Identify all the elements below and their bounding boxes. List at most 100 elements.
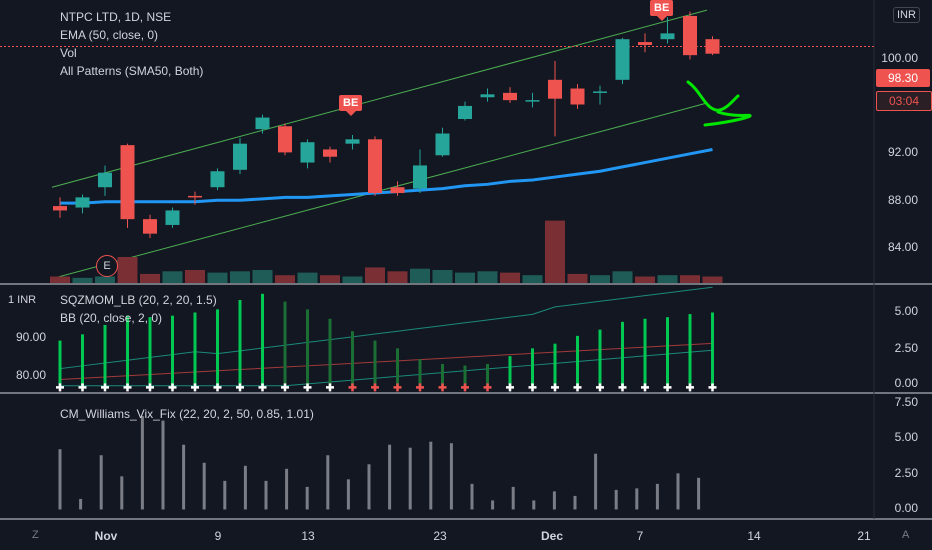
auto-scale-button[interactable]: A [902, 529, 910, 541]
vix-fix-bar [655, 483, 659, 510]
x-tick-13: 13 [301, 529, 315, 543]
vix-fix-bar [346, 479, 350, 510]
volume-bar [365, 267, 385, 283]
sqz-cross-marker [438, 383, 447, 392]
volume-bar [500, 272, 520, 283]
patterns-legend[interactable]: All Patterns (SMA50, Both) [60, 64, 204, 78]
vix-fix-bar [552, 491, 556, 510]
candle-body [660, 33, 675, 40]
candle-body [413, 165, 427, 189]
price-tick-92: 92.00 [887, 145, 918, 159]
vix-fix-bar [635, 488, 639, 510]
volume-bar [522, 275, 543, 283]
vix-fix-bar [58, 449, 62, 510]
vix-fix-bar [449, 443, 453, 510]
sqz-momentum-bar [328, 318, 332, 388]
vix-fix-bar [264, 480, 268, 510]
sqz-cross-marker [371, 383, 379, 392]
volume-bar [230, 271, 250, 283]
vix-fix-bar [511, 486, 515, 510]
sqz-cross-marker [236, 383, 244, 392]
vix-tick-7-5: 7.50 [894, 395, 918, 409]
sqz-momentum-bar [58, 340, 62, 388]
candle-body [390, 187, 405, 194]
sqz-cross-marker [483, 383, 492, 392]
sqz-left-tick-90: 90.00 [16, 330, 47, 344]
earnings-marker[interactable]: E [96, 255, 118, 277]
last-price-label: 98.30 [876, 69, 930, 87]
sqz-momentum-bar [621, 321, 624, 388]
sqz-legend: SQZMOM_LB (20, 2, 20, 1.5) BB (20, close… [60, 291, 217, 327]
sqz-momentum-bar [531, 348, 534, 388]
price-tick-88: 88.00 [887, 193, 918, 207]
volume-bar [702, 276, 723, 283]
main-legend: NTPC LTD, 1D, NSE EMA (50, close, 0) Vol… [60, 8, 203, 80]
price-tick-84: 84.00 [887, 240, 918, 254]
candle-body [98, 172, 112, 188]
x-tick-nov: Nov [94, 529, 118, 543]
volume-bar [95, 276, 115, 283]
bb-lower-line [60, 349, 713, 387]
volume-bar [455, 272, 475, 283]
sqz-cross-marker [461, 383, 469, 392]
candle-body [165, 210, 180, 225]
x-tick-14: 14 [747, 529, 761, 543]
candle-body [120, 145, 135, 220]
sqz-momentum-bar [441, 363, 444, 388]
volume-bar [140, 273, 160, 283]
vix-fix-bar [99, 455, 103, 510]
bearish-engulfing-marker-2[interactable]: BE [650, 0, 674, 21]
sqz-momentum-bar [666, 317, 669, 388]
bb-legend[interactable]: BB (20, close, 2, 0) [60, 311, 163, 325]
volume-bar [185, 270, 205, 283]
vix-tick-2-5: 2.50 [894, 466, 918, 480]
x-tick-7: 7 [636, 529, 644, 543]
sqz-momentum-bar [81, 334, 84, 388]
vix-fix-bar [182, 444, 186, 510]
candle-body [368, 139, 382, 194]
sqz-momentum-bar [103, 324, 107, 388]
sqz-cross-marker [348, 383, 357, 392]
sqz-cross-marker [101, 383, 109, 392]
sqz-momentum-bar [171, 315, 174, 388]
volume-bar [162, 271, 183, 283]
ema-legend[interactable]: EMA (50, close, 0) [60, 28, 159, 42]
candle-body [480, 94, 495, 98]
bb-basis-line [59, 342, 713, 381]
volume-bar [207, 272, 228, 283]
sqz-cross-marker [528, 383, 537, 392]
vix-tick-5: 5.00 [894, 430, 918, 444]
vix-fix-legend[interactable]: CM_Williams_Vix_Fix (22, 20, 2, 50, 0.85… [60, 407, 314, 421]
sqz-momentum-bar [486, 363, 489, 388]
sqz-momentum-bar [418, 359, 422, 388]
volume-legend[interactable]: Vol [60, 46, 77, 60]
sqz-momentum-bar [261, 293, 264, 388]
sqz-momentum-bar [373, 340, 377, 388]
sqzmom-legend[interactable]: SQZMOM_LB (20, 2, 20, 1.5) [60, 293, 217, 307]
zoom-button[interactable]: Z [32, 529, 39, 541]
vix-fix-bar [429, 441, 433, 510]
currency-button[interactable]: INR [893, 7, 920, 23]
vix-fix-bar [161, 420, 165, 510]
candle-body [435, 133, 450, 156]
price-tick-100: 100.00 [881, 51, 918, 65]
volume-bar [635, 276, 655, 283]
sqz-cross-marker [551, 383, 559, 392]
sqz-cross-marker [393, 383, 402, 392]
symbol-title[interactable]: NTPC LTD, 1D, NSE [60, 10, 172, 24]
volume-bar [612, 271, 633, 283]
sqz-momentum-bar [283, 301, 287, 388]
sqz-momentum-bar [576, 335, 579, 388]
sqz-cross-marker [708, 383, 717, 392]
vix-fix-bar [202, 462, 206, 510]
bar-countdown-label: 03:04 [876, 91, 932, 111]
bearish-engulfing-marker[interactable]: BE [339, 95, 363, 116]
candle-body [278, 126, 292, 153]
volume-bar [50, 276, 70, 283]
sqz-momentum-bar [598, 329, 602, 388]
candle-body [638, 42, 652, 45]
sqz-momentum-bar [553, 343, 557, 388]
sqz-cross-marker [326, 383, 334, 392]
vix-fix-bar [573, 495, 577, 510]
